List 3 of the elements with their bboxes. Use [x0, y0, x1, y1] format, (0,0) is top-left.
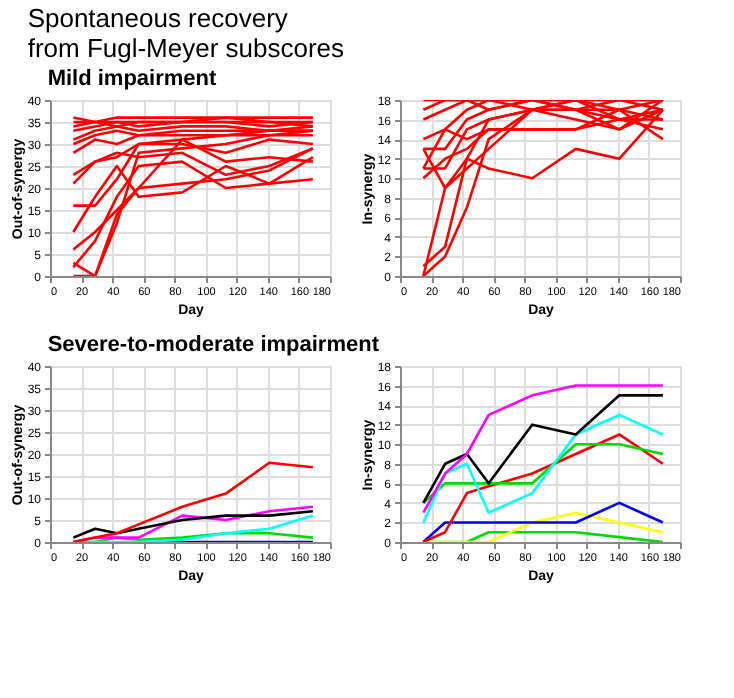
chart-subtitle: Mild impairment [47, 67, 218, 91]
chart-subtitle: Severe-to-moderate impairment [47, 333, 380, 357]
chart-title: Spontaneous recovery from Fugl-Meyer subscores [27, 3, 346, 63]
